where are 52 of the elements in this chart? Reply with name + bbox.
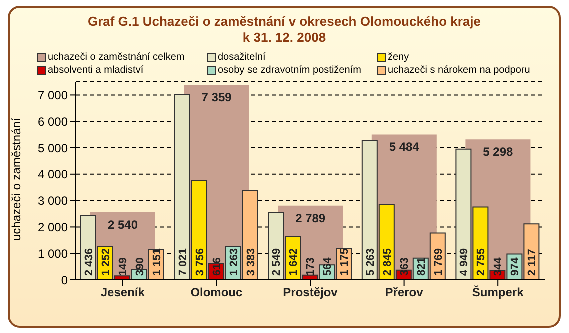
y-tick-label: 3 000 <box>38 194 68 208</box>
y-tick-label: 6 000 <box>38 114 68 129</box>
data-label: 5 298 <box>483 145 514 160</box>
data-label: 5 484 <box>389 140 420 154</box>
y-tick-label: 7 000 <box>38 88 68 102</box>
data-label: 2 117 <box>526 249 539 276</box>
data-label: 564 <box>322 256 334 276</box>
data-label: 974 <box>510 256 522 276</box>
legend-label: ženy <box>387 52 410 63</box>
x-tick-label: Přerov <box>385 286 424 300</box>
y-axis-title: uchazeči o zaměstnání <box>9 118 24 241</box>
legend-label: uchazeči o zaměstnání celkem <box>47 52 186 63</box>
data-label: 173 <box>305 258 318 276</box>
data-label: 149 <box>118 258 130 276</box>
data-label: 2 540 <box>108 218 138 232</box>
y-tick-label: 5 000 <box>38 141 68 156</box>
data-label: 2 789 <box>296 211 326 226</box>
x-tick-label: Šumperk <box>472 286 524 300</box>
x-tick-label: Jeseník <box>100 286 146 300</box>
legend-label: osoby se zdravotním postižením <box>217 65 362 76</box>
data-label: 1 263 <box>228 248 240 276</box>
data-label: 2 436 <box>84 248 96 276</box>
y-tick-label: 0 <box>61 273 68 288</box>
data-label: 2 549 <box>271 248 284 276</box>
x-tick-label: Prostějov <box>283 286 338 300</box>
data-label: 1 769 <box>432 248 445 276</box>
x-tick-label: Olomouc <box>190 286 244 300</box>
chart-title: Graf G.1 Uchazeči o zaměstnání v okresech Olomouckého kraje <box>86 14 482 30</box>
chart-subtitle: k 31. 12. 2008 <box>242 30 328 46</box>
data-label: 1 151 <box>152 248 164 276</box>
data-label: 1 175 <box>339 248 352 276</box>
data-label: 7 359 <box>202 90 232 105</box>
y-tick-label: 2 000 <box>38 220 68 234</box>
legend-label: uchazeči s nárokem na podporu <box>387 65 532 76</box>
data-label: 2 755 <box>476 248 488 276</box>
data-label: 344 <box>492 256 505 276</box>
data-label: 3 756 <box>194 248 206 276</box>
data-label: 5 263 <box>364 248 377 276</box>
data-label: 3 383 <box>245 248 258 276</box>
data-label: 7 021 <box>177 248 190 276</box>
data-label: 4 949 <box>458 248 471 276</box>
y-tick-label: 4 000 <box>38 168 68 182</box>
data-label: 616 <box>211 258 224 276</box>
data-label: 2 845 <box>382 248 394 276</box>
legend-label: absolventi a mladiství <box>47 65 145 76</box>
data-label: 1 252 <box>100 248 112 276</box>
data-label: 1 642 <box>288 248 300 276</box>
legend-label: dosažitelní <box>217 52 267 63</box>
data-label: 821 <box>416 258 428 276</box>
data-label: 363 <box>398 258 411 276</box>
y-tick-label: 1 000 <box>38 246 68 261</box>
data-label: 390 <box>134 258 146 276</box>
